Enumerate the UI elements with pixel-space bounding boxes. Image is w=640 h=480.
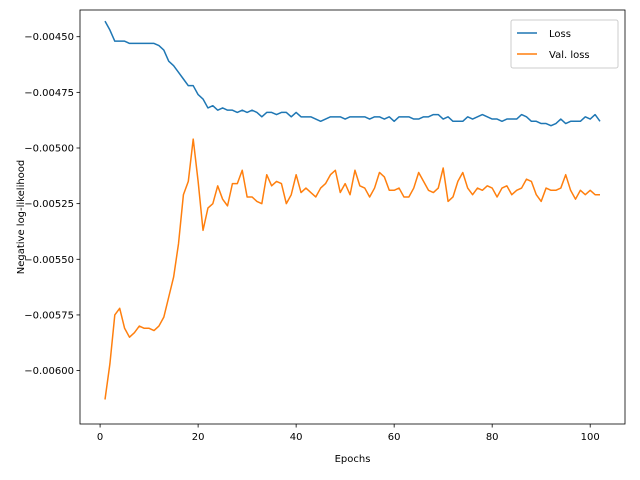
plot-area xyxy=(104,20,601,400)
y-tick-label: −0.00450 xyxy=(24,32,74,43)
y-tick-label: −0.00575 xyxy=(24,310,74,321)
y-tick-label: −0.00475 xyxy=(24,88,74,99)
y-tick-label: −0.00550 xyxy=(24,255,74,266)
x-tick-label: 0 xyxy=(97,432,103,443)
y-tick-label: −0.00525 xyxy=(24,199,74,210)
legend-box xyxy=(510,19,619,69)
x-tick-label: 80 xyxy=(486,432,499,443)
legend: Loss Val. loss xyxy=(510,19,619,69)
axes-frame xyxy=(79,9,626,425)
legend-label-loss: Loss xyxy=(549,29,571,40)
y-tick-label: −0.00500 xyxy=(24,144,74,155)
y-axis-label: Negative log-likelihood xyxy=(16,160,27,275)
y-axis: −0.00600 −0.00575 −0.00550 −0.00525 −0.00500… xyxy=(24,32,80,377)
x-tick-label: 100 xyxy=(581,432,600,443)
x-axis-label: Epochs xyxy=(335,454,371,465)
series-line-0 xyxy=(104,20,601,127)
x-tick-label: 40 xyxy=(290,432,303,443)
legend-label-val-loss: Val. loss xyxy=(549,50,590,61)
x-tick-label: 60 xyxy=(388,432,401,443)
x-tick-label: 20 xyxy=(192,432,205,443)
y-tick-label: −0.00600 xyxy=(24,366,74,377)
x-axis: 0 20 40 60 80 100 xyxy=(97,424,600,443)
series-line-1 xyxy=(104,138,600,400)
